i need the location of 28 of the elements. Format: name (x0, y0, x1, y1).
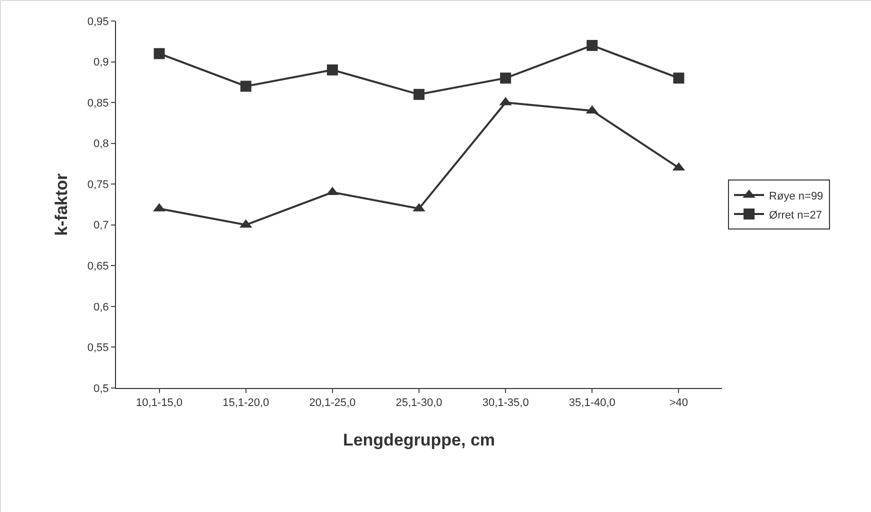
x-tick-label: 20,1-25,0 (309, 397, 356, 410)
point (326, 64, 338, 76)
legend-label: Røye n=99 (769, 190, 824, 202)
x-axis-title: Lengdegruppe, cm (342, 430, 496, 450)
x-tick-label: 25,1-30,0 (396, 397, 442, 410)
y-axis-title: k-faktor (52, 172, 71, 236)
y-tick-label: 0,65 (87, 260, 109, 273)
point (500, 72, 512, 84)
y-tick-label: 0,55 (87, 342, 109, 354)
point (154, 48, 165, 60)
x-tick-label: 15,1-20,0 (222, 397, 270, 410)
x-tick-label: >40 (669, 397, 688, 410)
x-tick-label: 30,1-35,0 (482, 397, 529, 410)
point (586, 40, 598, 51)
legend-label: Ørret n=27 (769, 209, 822, 222)
y-tick-label: 0,75 (87, 178, 109, 191)
y-tick-label: 0,6 (94, 301, 109, 314)
y-tick-label: 0,7 (94, 220, 109, 232)
y-tick-label: 0,9 (94, 56, 109, 69)
point (414, 88, 424, 100)
y-tick-label: 0,95 (87, 16, 109, 28)
x-tick-label: 10,1-15,0 (136, 397, 183, 410)
y-tick-label: 0,85 (87, 97, 109, 110)
x-tick-label: 35,1-40,0 (568, 397, 616, 410)
y-tick-label: 0,5 (94, 382, 109, 395)
point (240, 80, 252, 92)
y-tick-label: 0,8 (94, 138, 109, 150)
point (673, 72, 684, 84)
